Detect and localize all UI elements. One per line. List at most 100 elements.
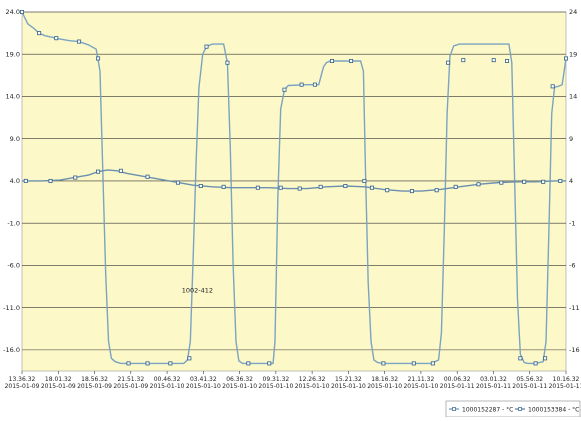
- y-tick-label: 24.0: [6, 8, 20, 16]
- y-tick-label-right: 19: [569, 50, 577, 58]
- series-point-1: [411, 361, 416, 366]
- series-point-2: [499, 180, 504, 185]
- x-tick-time: 15.21.32: [335, 376, 362, 383]
- x-tick-time: 05.56.32: [516, 376, 543, 383]
- y-tick-label: 9.0: [10, 135, 20, 143]
- y-tick-label: 4.0: [10, 177, 20, 185]
- y-tick-label-right: 9: [569, 135, 573, 143]
- y-tick-label-right: -6: [569, 262, 575, 270]
- series-point-1: [246, 361, 251, 366]
- x-tick-time: 00.06.32: [444, 376, 471, 383]
- series-point-1: [381, 361, 386, 366]
- series-point-1: [518, 356, 523, 361]
- series-point-2: [221, 184, 226, 189]
- x-tick-date: 2015-01-11: [549, 383, 581, 390]
- x-tick-time: 03.41.32: [190, 376, 217, 383]
- series-point-2: [297, 186, 302, 191]
- x-tick-time: 10.16.32: [553, 376, 580, 383]
- x-tick-date: 2015-01-10: [258, 383, 293, 390]
- series-point-1: [267, 361, 272, 366]
- series-point-2: [175, 180, 180, 185]
- x-tick-date: 2015-01-09: [41, 383, 76, 390]
- series-point-1: [77, 39, 82, 44]
- series-point-1: [533, 361, 538, 366]
- series-point-1: [312, 82, 317, 87]
- y-tick-label: -16.0: [3, 346, 20, 354]
- x-tick-date: 2015-01-11: [476, 383, 511, 390]
- legend-marker-2: [518, 407, 522, 411]
- y-tick-label-right: 24: [569, 8, 577, 16]
- y-axis-left: 24.0 19.0 14.0 9.0 4.0 -1.0 -6.0 -11.0 -16.0: [3, 8, 20, 354]
- series-point-1: [282, 87, 287, 92]
- y-axis-right: 24 19 14 9 4 -1 -6 -11 -16: [569, 8, 580, 354]
- series-point-2: [145, 174, 150, 179]
- y-tick-label: 19.0: [6, 50, 20, 58]
- series-point-1: [505, 58, 510, 63]
- x-tick-time: 18.56.32: [81, 376, 108, 383]
- series-point-1: [564, 56, 569, 61]
- series-point-2: [434, 188, 439, 193]
- x-tick-time: 03.01.32: [480, 376, 507, 383]
- chart-annotation: 1002-412: [182, 286, 213, 294]
- x-axis: 13.36.322015-01-0918.01.322015-01-0918.5…: [5, 371, 581, 390]
- series-point-2: [73, 175, 78, 180]
- x-tick-date: 2015-01-10: [295, 383, 330, 390]
- x-tick-date: 2015-01-10: [331, 383, 366, 390]
- x-tick-time: 21.11.32: [408, 376, 435, 383]
- x-tick-date: 2015-01-09: [5, 383, 40, 390]
- series-point-2: [541, 179, 546, 184]
- x-tick-date: 2015-01-09: [113, 383, 148, 390]
- x-tick-time: 09.31.32: [263, 376, 290, 383]
- series-point-1: [54, 36, 59, 41]
- series-point-1: [362, 178, 367, 183]
- series-point-1: [446, 60, 451, 65]
- series-point-2: [118, 168, 123, 173]
- legend: 1000152287 - °C 1000153384 - °C: [445, 400, 581, 418]
- x-tick-time: 21.51.32: [117, 376, 144, 383]
- series-layer: [19, 9, 569, 366]
- series-point-2: [198, 184, 203, 189]
- legend-marker-1: [452, 407, 456, 411]
- y-tick-label: -11.0: [3, 304, 20, 312]
- series-point-1: [225, 60, 230, 65]
- y-tick-label-right: 14: [569, 93, 577, 101]
- x-tick-date: 2015-01-09: [77, 383, 112, 390]
- series-point-1: [96, 56, 101, 61]
- x-tick-time: 00.46.32: [154, 376, 181, 383]
- series-point-1: [126, 361, 131, 366]
- x-tick-time: 13.36.32: [9, 376, 36, 383]
- x-tick-date: 2015-01-10: [367, 383, 402, 390]
- series-point-1: [299, 82, 304, 87]
- series-point-1: [430, 361, 435, 366]
- y-tick-label-right: -16: [569, 346, 580, 354]
- series-point-2: [343, 184, 348, 189]
- series-point-2: [385, 188, 390, 193]
- series-point-2: [23, 178, 28, 183]
- x-tick-time: 12.26.32: [299, 376, 326, 383]
- series-point-2: [522, 179, 527, 184]
- series-point-2: [409, 189, 414, 194]
- x-tick-time: 06.36.32: [226, 376, 253, 383]
- y-tick-label: -1.0: [7, 219, 20, 227]
- grid-layer: [22, 11, 566, 351]
- legend-label-1: 1000152287 - °C: [462, 407, 513, 414]
- series-point-2: [96, 169, 101, 174]
- y-tick-label: 14.0: [6, 93, 20, 101]
- series-line-2: [22, 169, 566, 192]
- series-point-1: [204, 44, 209, 49]
- series-point-2: [48, 178, 53, 183]
- series-point-1: [37, 31, 42, 36]
- series-point-2: [476, 182, 481, 187]
- series-point-1: [19, 9, 24, 14]
- series-point-1: [461, 58, 466, 63]
- y-tick-label-right: 4: [569, 177, 573, 185]
- x-tick-date: 2015-01-10: [403, 383, 438, 390]
- series-point-1: [145, 361, 150, 366]
- series-point-1: [550, 84, 555, 89]
- series-point-2: [453, 184, 458, 189]
- x-tick-date: 2015-01-11: [512, 383, 547, 390]
- series-point-1: [187, 356, 192, 361]
- x-tick-date: 2015-01-10: [222, 383, 257, 390]
